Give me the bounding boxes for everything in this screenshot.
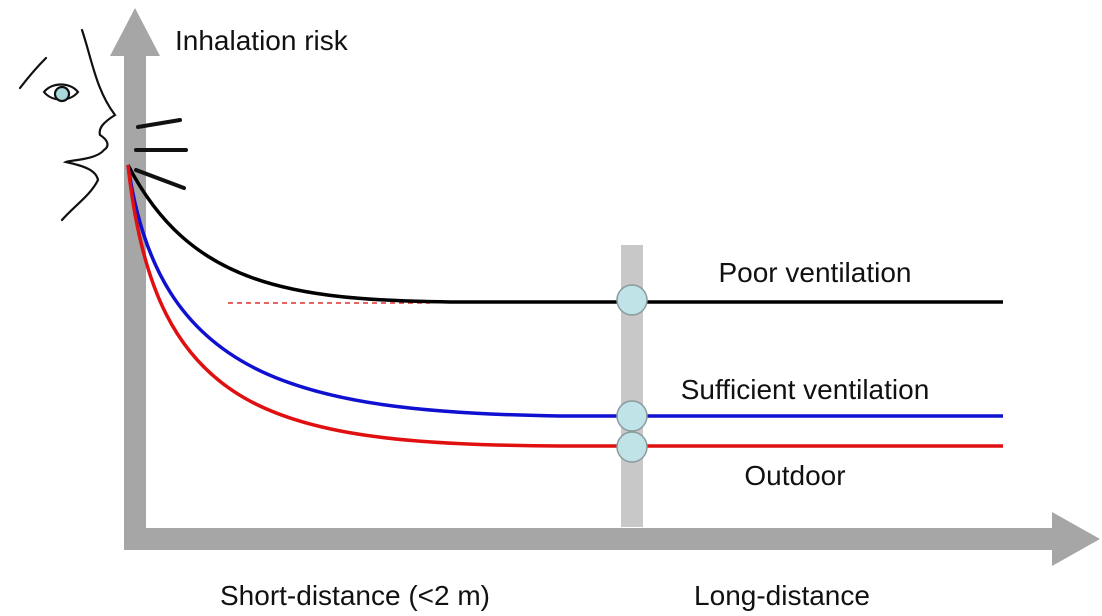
curve-outdoor [126, 164, 1003, 448]
eye [42, 83, 80, 101]
curve-label: Outdoor [744, 460, 845, 491]
face [18, 28, 188, 222]
profile [60, 28, 117, 222]
point [616, 400, 648, 432]
x-axis-label: Short-distance (<2 m) [220, 580, 490, 611]
y-axis-label: Inhalation risk [175, 25, 349, 56]
point [616, 284, 648, 316]
x-axis-arrow [1052, 512, 1100, 566]
curve-label: Sufficient ventilation [681, 374, 930, 405]
curve-poor [126, 164, 1003, 304]
pupil [53, 85, 71, 103]
curve-label: Poor ventilation [718, 257, 911, 288]
point [616, 431, 648, 463]
intersection-points [616, 284, 648, 463]
y-axis-arrow [110, 8, 160, 56]
curve-sufficient [126, 164, 1003, 418]
x-axis [124, 528, 1060, 550]
eyebrow [18, 56, 48, 90]
x-axis-label: Long-distance [694, 580, 870, 611]
breath-lines [134, 118, 188, 190]
